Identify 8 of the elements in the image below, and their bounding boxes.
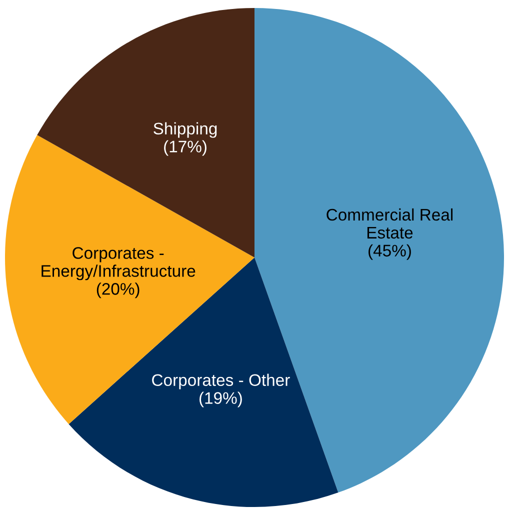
data-label: (20%) [96,282,140,298]
data-label: (19%) [200,392,242,408]
data-label: (17%) [164,140,206,156]
slice-label: Commercial Real Estate [326,208,453,239]
slice-label: Shipping [154,122,217,138]
slice-label: Corporates - Other [152,374,290,390]
slice-label: Corporates - Energy/Infrastructure [42,247,196,280]
data-label: (45%) [368,244,411,260]
